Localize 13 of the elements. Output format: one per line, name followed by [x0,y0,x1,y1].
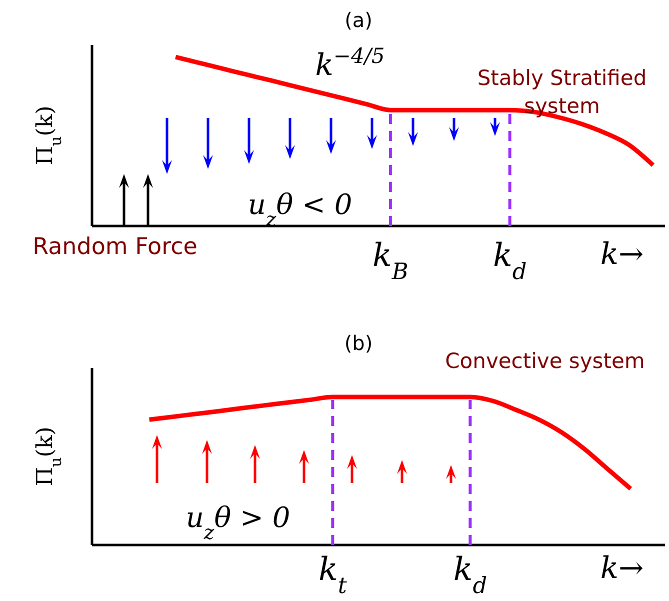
annotation: u$_{z}$θ > 0 [186,501,290,544]
text: Random Force [32,234,198,260]
x-tick-label: k$_{d}$ [453,550,488,599]
annotation: Stably Stratified system [477,66,647,118]
x-tick-label: k$_{t}$ [318,550,348,599]
chart-title: (b) [344,331,373,355]
x-axis-title: k→ [600,237,644,272]
annotation: k$^{−4/5}$ [315,44,385,83]
x-tick-label: k$_{d}$ [492,236,527,285]
x-axis-title: k→ [600,551,644,586]
text: Convective system [445,349,645,373]
x-tick-label: k$_{B}$ [372,236,408,285]
chart-title: (a) [344,8,372,32]
